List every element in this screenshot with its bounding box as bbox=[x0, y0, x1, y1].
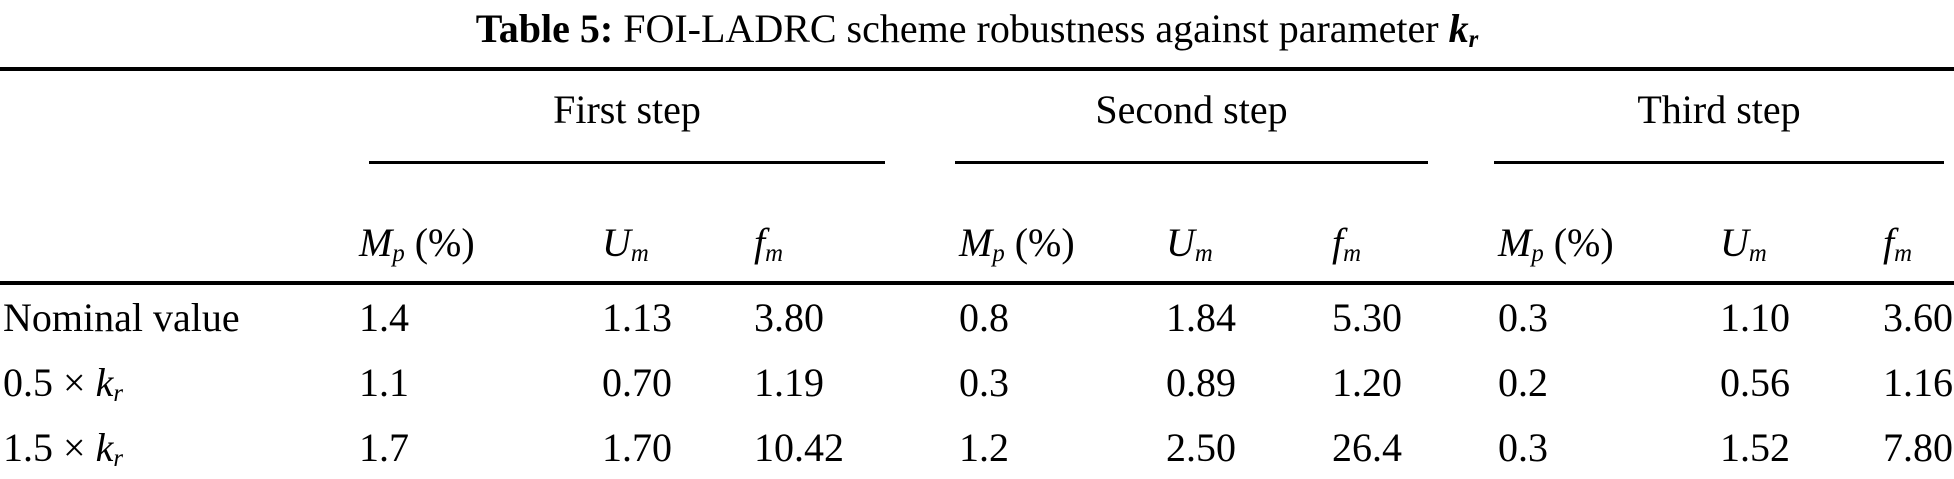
col-header-fm-first: fm bbox=[750, 164, 955, 285]
group-underline-rule bbox=[955, 161, 1428, 164]
caption-text: FOI-LADRC scheme robustness against para… bbox=[613, 6, 1449, 51]
table-cell: 26.4 bbox=[1332, 425, 1402, 470]
table-cell: 0.3 bbox=[1498, 425, 1548, 470]
table-cell: 1.4 bbox=[359, 295, 409, 340]
table-cell: 1.52 bbox=[1720, 425, 1790, 470]
table-cell: 0.2 bbox=[1498, 360, 1548, 405]
col-header-um-second: Um bbox=[1162, 164, 1328, 285]
table-caption: Table 5: FOI-LADRC scheme robustness aga… bbox=[0, 0, 1954, 67]
row-label: Nominal value bbox=[3, 295, 240, 340]
table-row-half-kr: 0.5 × kr 1.1 0.70 1.19 0.3 0.89 1.20 0.2… bbox=[0, 350, 1954, 415]
table-row-nominal: Nominal value 1.4 1.13 3.80 0.8 1.84 5.3… bbox=[0, 283, 1954, 350]
table-cell: 0.8 bbox=[959, 295, 1009, 340]
col-header-mp-second: Mp (%) bbox=[955, 164, 1162, 285]
table-cell: 1.13 bbox=[602, 295, 672, 340]
table-cell: 1.84 bbox=[1166, 295, 1236, 340]
table-cell: 2.50 bbox=[1166, 425, 1236, 470]
table-cell: 3.80 bbox=[754, 295, 824, 340]
group-label: Second step bbox=[1095, 87, 1288, 132]
table-cell: 0.89 bbox=[1166, 360, 1236, 405]
table-cell: 1.7 bbox=[359, 425, 409, 470]
table-cell: 0.3 bbox=[959, 360, 1009, 405]
table-cell: 1.10 bbox=[1720, 295, 1790, 340]
col-header-mp-first: Mp (%) bbox=[355, 164, 598, 285]
corner-cell bbox=[0, 164, 355, 285]
table-cell: 0.3 bbox=[1498, 295, 1548, 340]
group-header-first-step: First step bbox=[355, 69, 955, 164]
col-header-fm-second: fm bbox=[1328, 164, 1494, 285]
group-header-row: First step Second step Third step bbox=[0, 69, 1954, 164]
row-label: 0.5 × kr bbox=[3, 360, 123, 408]
table-cell: 1.1 bbox=[359, 360, 409, 405]
table-cell: 1.2 bbox=[959, 425, 1009, 470]
table-number-label: Table 5: bbox=[475, 6, 614, 51]
table-cell: 5.30 bbox=[1332, 295, 1402, 340]
group-header-third-step: Third step bbox=[1494, 69, 1954, 164]
table-cell: 7.80 bbox=[1883, 425, 1953, 470]
col-header-um-first: Um bbox=[598, 164, 750, 285]
caption-parameter-symbol: kr bbox=[1448, 6, 1479, 54]
col-header-um-third: Um bbox=[1716, 164, 1879, 285]
table-cell: 1.70 bbox=[602, 425, 672, 470]
col-header-mp-third: Mp (%) bbox=[1494, 164, 1716, 285]
column-header-row: Mp (%) Um fm Mp (%) Um fm Mp (%) Um fm bbox=[0, 164, 1954, 285]
table-cell: 1.16 bbox=[1883, 360, 1953, 405]
group-underline-rule bbox=[369, 161, 885, 164]
table-cell: 0.70 bbox=[602, 360, 672, 405]
group-label: Third step bbox=[1637, 87, 1801, 132]
table-cell: 1.19 bbox=[754, 360, 824, 405]
corner-cell bbox=[0, 69, 355, 164]
robustness-table: First step Second step Third step Mp (%)… bbox=[0, 67, 1954, 479]
table-cell: 3.60 bbox=[1883, 295, 1953, 340]
group-label: First step bbox=[553, 87, 701, 132]
col-header-fm-third: fm bbox=[1879, 164, 1954, 285]
table-cell: 10.42 bbox=[754, 425, 844, 470]
row-label: 1.5 × kr bbox=[3, 425, 123, 473]
table-cell: 0.56 bbox=[1720, 360, 1790, 405]
group-header-second-step: Second step bbox=[955, 69, 1494, 164]
group-underline-rule bbox=[1494, 161, 1945, 164]
table-cell: 1.20 bbox=[1332, 360, 1402, 405]
table-row-one-and-half-kr: 1.5 × kr 1.7 1.70 10.42 1.2 2.50 26.4 0.… bbox=[0, 415, 1954, 479]
